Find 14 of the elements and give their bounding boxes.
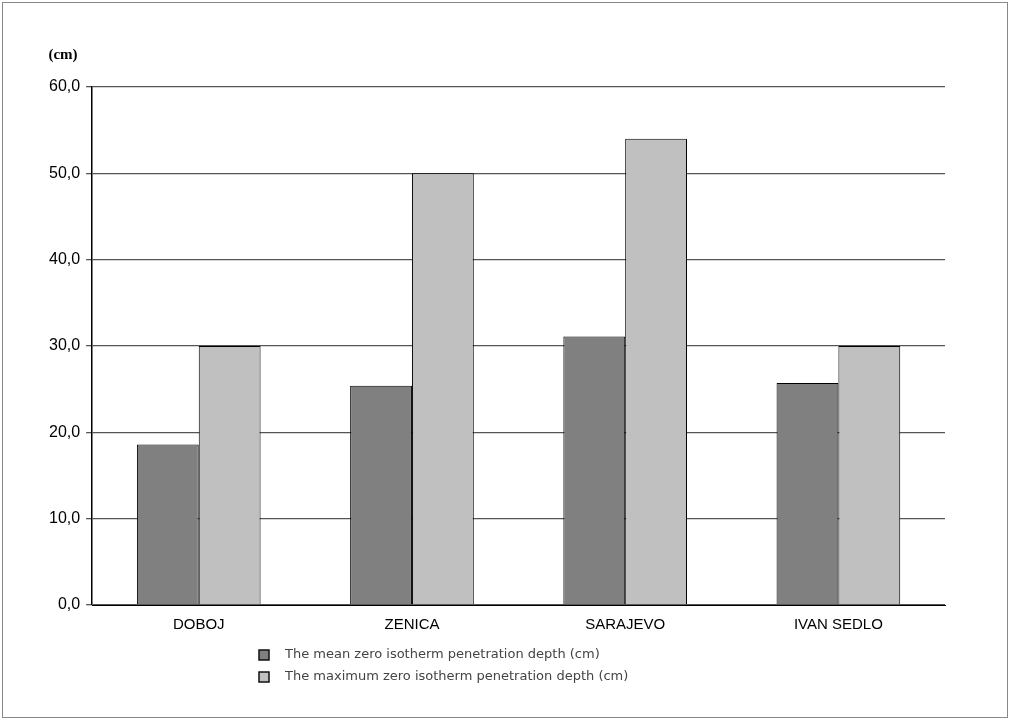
y-tick-label: 60,0 <box>49 77 81 95</box>
y-tick-label: 40,0 <box>49 250 81 268</box>
x-tick-label: DOBOJ <box>172 615 225 633</box>
y-tick-label: 20,0 <box>49 422 81 440</box>
legend-label: The mean zero isotherm penetration depth (cm) <box>284 646 600 662</box>
x-tick-label: IVAN SEDLO <box>793 615 883 633</box>
x-tick-label: SARAJEVO <box>585 615 666 633</box>
y-tick-label: 0,0 <box>57 595 81 613</box>
y-tick-label: 50,0 <box>49 163 81 181</box>
y-tick-label: 10,0 <box>49 509 81 527</box>
legend-label: The maximum zero isotherm penetration depth (cm) <box>284 668 629 684</box>
y-tick-label: 30,0 <box>49 336 81 354</box>
x-tick-label: ZENICA <box>384 615 440 633</box>
y-axis-title: (cm) <box>48 46 78 64</box>
